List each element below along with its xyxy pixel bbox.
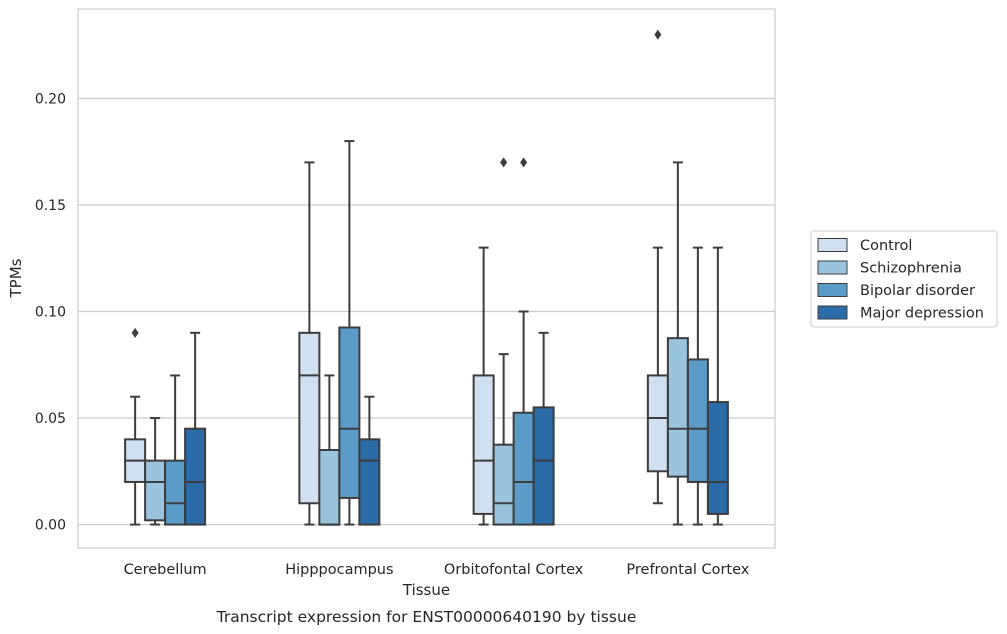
box-group	[298, 161, 321, 526]
outlier-point	[131, 327, 139, 338]
box-iqr	[492, 443, 515, 526]
legend-label: Schizophrenia	[860, 261, 962, 277]
box-iqr	[164, 459, 187, 526]
x-tick-label: Cerebellum	[124, 562, 207, 578]
x-tick-label: Prefrontal Cortex	[626, 562, 749, 578]
box-iqr	[358, 438, 381, 526]
box-iqr	[184, 427, 207, 526]
box-group	[666, 161, 689, 526]
plot-area-frame	[77, 8, 776, 549]
y-tick-label: 0.15	[35, 198, 66, 214]
box-plots	[124, 29, 729, 526]
box-iqr	[706, 401, 729, 515]
box-group	[338, 140, 361, 526]
box-group	[512, 157, 535, 526]
box-group	[124, 327, 147, 526]
box-iqr	[144, 459, 167, 522]
box-group	[492, 157, 515, 526]
outlier-point	[500, 157, 508, 168]
box-group	[706, 246, 729, 526]
y-tick-labels: 0.00 0.05 0.10 0.15 0.20	[35, 91, 66, 533]
box-group	[144, 417, 167, 526]
box-iqr	[646, 374, 669, 473]
box-iqr	[512, 411, 535, 526]
y-tick-label: 0.20	[35, 91, 66, 107]
chart-caption: Transcript expression for ENST0000064019…	[216, 608, 637, 626]
box-iqr	[686, 358, 709, 483]
x-axis-label: Tissue	[402, 581, 450, 599]
x-tick-label: Orbitofontal Cortex	[444, 562, 584, 578]
legend-swatch	[817, 283, 848, 297]
box-group	[686, 246, 709, 526]
y-axis-label: TPMs	[7, 258, 25, 298]
legend-label: Major depression	[860, 306, 984, 322]
box-iqr	[298, 331, 321, 505]
box-iqr	[666, 337, 689, 478]
box-group	[358, 395, 381, 526]
box-group	[646, 29, 669, 505]
outlier-point	[520, 157, 528, 168]
box-group	[532, 331, 555, 526]
legend-swatch	[817, 305, 848, 320]
legend-label: Control	[860, 238, 912, 254]
y-tick-label: 0.10	[35, 305, 66, 321]
x-tick-label: Hipppocampus	[285, 562, 393, 578]
legend-swatch	[817, 238, 848, 252]
box-group	[472, 246, 495, 526]
box-group	[318, 374, 341, 526]
box-iqr	[472, 374, 495, 515]
box-iqr	[532, 406, 555, 526]
box-iqr	[318, 449, 341, 526]
legend: Control Schizophrenia Bipolar disorder Majo…	[810, 230, 998, 328]
legend-frame	[810, 230, 998, 328]
y-tick-label: 0.00	[35, 518, 66, 534]
legend-swatch	[817, 260, 848, 275]
outlier-point	[654, 29, 662, 40]
legend-label: Bipolar disorder	[860, 283, 975, 299]
box-iqr	[338, 326, 361, 499]
x-tick-labels: Cerebellum Hipppocampus Orbitofontal Corte…	[124, 562, 750, 578]
box-group	[164, 374, 187, 526]
y-tick-label: 0.05	[35, 411, 66, 427]
box-group	[184, 331, 207, 526]
